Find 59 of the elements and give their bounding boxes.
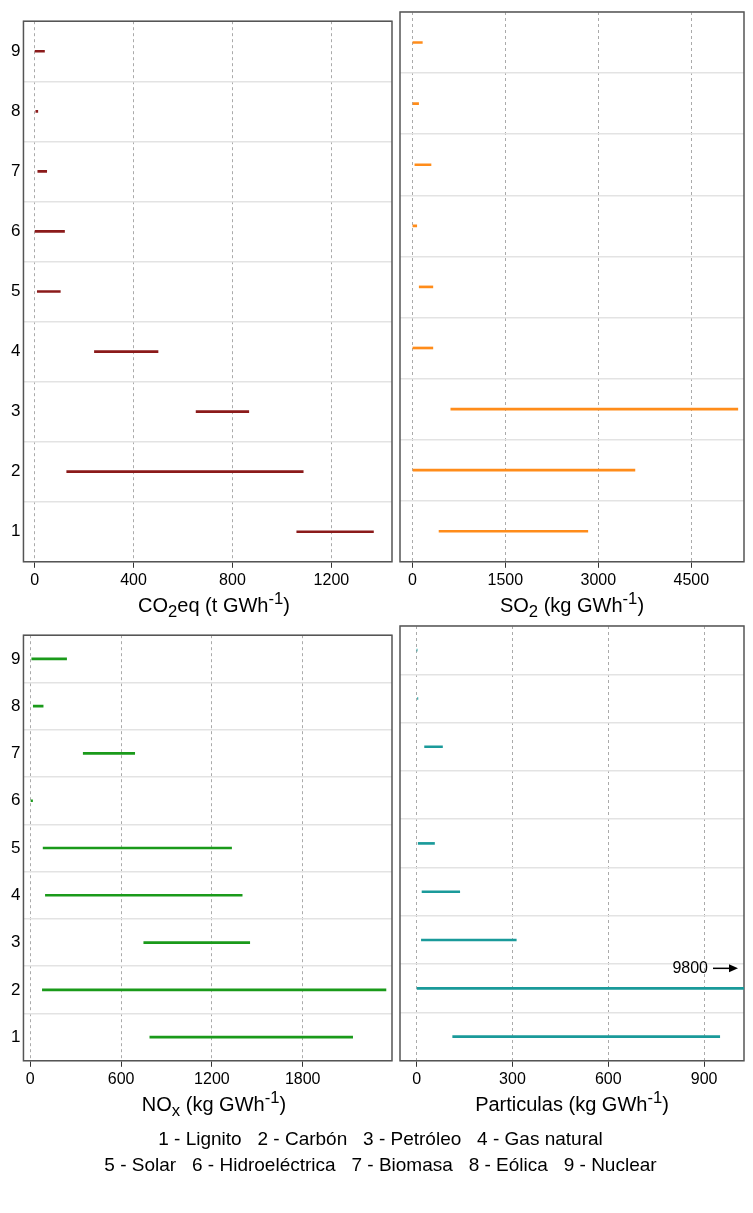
x-axis-title: NO$_{x}$ (kg GWh$^{-1}$) bbox=[140, 1087, 288, 1121]
bar bbox=[36, 290, 61, 293]
x-tick-label: 1200 bbox=[194, 1069, 230, 1087]
x-tick-label: 800 bbox=[219, 570, 246, 588]
annotation: 9800 bbox=[672, 958, 709, 976]
x-tick-label: 400 bbox=[120, 570, 147, 588]
y-tick-label: 4 bbox=[10, 341, 21, 361]
y-tick-label: 2 bbox=[10, 979, 21, 999]
bar bbox=[82, 751, 136, 755]
x-tick-label: 1500 bbox=[487, 570, 524, 588]
y-tick-label: 1 bbox=[10, 521, 21, 541]
y-tick-label: 1 bbox=[10, 1026, 21, 1046]
x-axis-title: Particulas (kg GWh$^{-1}$) bbox=[474, 1087, 670, 1116]
y-tick-label: 3 bbox=[10, 401, 21, 421]
bar bbox=[66, 470, 304, 474]
y-tick-label: 2 bbox=[10, 461, 21, 481]
x-tick-label: 600 bbox=[107, 1069, 135, 1087]
y-tick-label: 5 bbox=[10, 281, 21, 301]
bar bbox=[94, 350, 159, 353]
y-tick-label: 8 bbox=[10, 100, 21, 120]
x-axis-title: CO$_{2}$eq (t GWh$^{-1}$) bbox=[137, 589, 291, 622]
bar bbox=[195, 410, 250, 413]
text: 5 - Solar 6 - Hidroeléctrica 7 - Biomasa 8 - Eólica 9 - Nuclear bbox=[103, 1153, 658, 1178]
y-tick-label: 6 bbox=[10, 790, 21, 810]
y-tick-label: 8 bbox=[10, 695, 21, 715]
bar bbox=[412, 102, 419, 105]
bar bbox=[34, 49, 45, 53]
x-tick-label: 0 bbox=[30, 570, 40, 588]
text: 1 - Lignito 2 - Carbón 3 - Petróleo 4 - Gas natural bbox=[157, 1127, 604, 1152]
bar bbox=[37, 170, 48, 173]
x-axis-title: SO$_{2}$ (kg GWh$^{-1}$) bbox=[498, 589, 646, 622]
x-tick-label: 600 bbox=[594, 1069, 622, 1087]
x-tick-label: 0 bbox=[412, 1069, 422, 1087]
bar bbox=[438, 529, 589, 533]
y-tick-label: 9 bbox=[10, 40, 21, 60]
bar bbox=[412, 224, 418, 228]
bar bbox=[45, 893, 243, 897]
bar bbox=[35, 109, 39, 113]
bar bbox=[30, 799, 33, 802]
y-tick-label: 6 bbox=[10, 221, 21, 241]
y-tick-label: 3 bbox=[10, 931, 21, 951]
x-tick-label: 1800 bbox=[284, 1069, 321, 1087]
x-tick-label: 3000 bbox=[580, 570, 617, 588]
y-tick-label: 5 bbox=[10, 837, 21, 857]
y-tick-label: 7 bbox=[10, 742, 21, 762]
bar bbox=[34, 230, 65, 233]
bar bbox=[296, 530, 374, 534]
x-tick-label: 0 bbox=[25, 1069, 35, 1087]
y-tick-label: 7 bbox=[10, 161, 21, 181]
x-tick-label: 900 bbox=[690, 1069, 718, 1087]
bar bbox=[414, 163, 432, 167]
y-tick-label: 9 bbox=[10, 648, 21, 668]
x-tick-label: 300 bbox=[499, 1069, 526, 1087]
bar bbox=[412, 41, 423, 44]
x-tick-label: 0 bbox=[407, 570, 417, 588]
y-tick-label: 4 bbox=[10, 884, 21, 904]
x-tick-label: 1200 bbox=[313, 570, 350, 588]
x-tick-label: 4500 bbox=[673, 570, 710, 588]
bar bbox=[143, 940, 251, 944]
